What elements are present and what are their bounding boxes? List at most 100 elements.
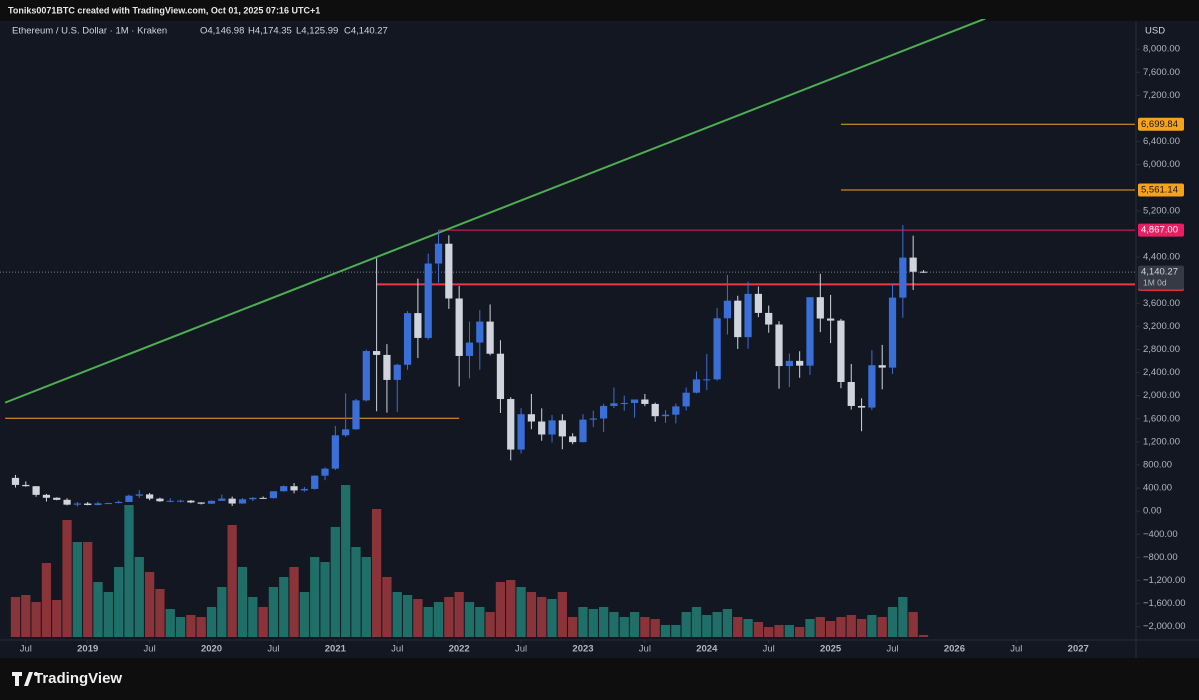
volume-bar (629, 612, 640, 637)
x-tick-label: Jul (391, 644, 403, 655)
volume-bar (856, 619, 867, 637)
candle-body (135, 494, 143, 496)
volume-bar (609, 612, 619, 637)
candle-body (610, 403, 618, 406)
x-tick-label: Jul (639, 644, 651, 655)
header: Toniks0071BTC created with TradingView.c… (8, 5, 320, 15)
candle-body (403, 313, 412, 365)
currency-label: USD (1145, 26, 1165, 37)
candle-body (207, 500, 216, 504)
y-tick-label: −1,200.00 (1143, 575, 1186, 586)
level-label: 4,867.00 (1141, 225, 1178, 236)
candle-body (806, 297, 814, 366)
volume-bar (392, 592, 402, 637)
volume-bar (423, 607, 433, 637)
candle-body (765, 312, 773, 325)
volume-bar (196, 617, 206, 637)
volume-bar (846, 615, 856, 637)
candle-body (63, 499, 71, 505)
legend-title: Ethereum / U.S. Dollar · 1M · Kraken (12, 26, 167, 37)
volume-bar (83, 542, 93, 637)
legend-value: L4,125.99 (296, 26, 338, 37)
volume-bar (206, 607, 217, 637)
candle-body (218, 498, 226, 501)
candle-body (785, 360, 793, 367)
volume-bar (887, 607, 898, 637)
y-tick-label: 4,400.00 (1143, 252, 1180, 263)
volume-bar (908, 612, 918, 637)
candle-body (775, 324, 783, 367)
brand-icon (12, 672, 33, 686)
volume-bar (898, 597, 908, 637)
candle-body (352, 400, 360, 430)
candle-body (166, 500, 174, 502)
volume-bar (619, 617, 629, 637)
volume-bar (722, 609, 733, 637)
volume-bar (918, 635, 929, 637)
y-tick-label: 7,600.00 (1143, 67, 1180, 78)
x-tick-label: Jul (763, 644, 775, 655)
volume-bar (155, 589, 165, 637)
volume-bar (877, 617, 887, 637)
candle-body (703, 379, 711, 381)
volume-bar (248, 597, 258, 637)
x-tick-label: 2023 (572, 644, 593, 655)
candle-body (517, 414, 525, 450)
y-tick-label: −400.00 (1143, 529, 1178, 540)
volume-bar (588, 609, 598, 637)
volume-bar (712, 612, 722, 637)
candle-body (641, 399, 649, 404)
candle-body (734, 300, 742, 338)
candle-body (661, 414, 670, 417)
y-tick-label: 6,400.00 (1143, 136, 1180, 147)
candle-body (228, 498, 236, 504)
candle-body (899, 257, 907, 298)
level-label: 6,699.84 (1141, 119, 1178, 130)
volume-bar (103, 592, 113, 637)
y-tick-label: 400.00 (1143, 483, 1172, 494)
candle-body (548, 420, 556, 435)
candle-body (197, 502, 205, 504)
candle-body (796, 360, 804, 366)
candle-body (321, 468, 329, 476)
candle-body (692, 379, 701, 393)
x-tick-label: 2026 (944, 644, 965, 655)
volume-bar (784, 625, 794, 637)
candle-body (558, 420, 566, 437)
candle-body (187, 500, 195, 503)
candle-body (280, 486, 288, 492)
volume-bar (691, 607, 702, 637)
y-tick-label: 6,000.00 (1143, 159, 1180, 170)
volume-bar (475, 607, 485, 637)
volume-bar (299, 592, 310, 637)
x-tick-label: 2024 (696, 644, 718, 655)
volume-bar (815, 617, 825, 637)
volume-bar (454, 592, 464, 637)
candle-body (383, 354, 391, 380)
x-tick-label: 2025 (820, 644, 842, 655)
candle-body (527, 414, 535, 422)
y-tick-label: 3,600.00 (1143, 298, 1180, 309)
volume-bar (186, 615, 196, 637)
last-price-label-bg (1138, 265, 1184, 290)
candle-body (115, 501, 123, 504)
y-tick-label: 2,000.00 (1143, 390, 1180, 401)
volume-bar (413, 599, 423, 637)
candle-body (311, 475, 319, 489)
candle-body (620, 402, 628, 404)
y-tick-label: 7,200.00 (1143, 90, 1180, 101)
candle-body (723, 300, 732, 319)
volume-bar (464, 602, 475, 637)
candle-body (651, 403, 659, 417)
volume-bar (578, 607, 588, 637)
volume-bar (764, 627, 774, 637)
x-tick-label: Jul (1010, 644, 1022, 655)
volume-bar (31, 602, 41, 637)
volume-bar (52, 600, 62, 637)
volume-bar (547, 599, 557, 637)
volume-bar (402, 595, 413, 637)
level-label-bg (1138, 183, 1184, 197)
candle-body (827, 318, 835, 321)
y-tick-label: 800.00 (1143, 460, 1172, 471)
volume-bar (598, 607, 609, 637)
